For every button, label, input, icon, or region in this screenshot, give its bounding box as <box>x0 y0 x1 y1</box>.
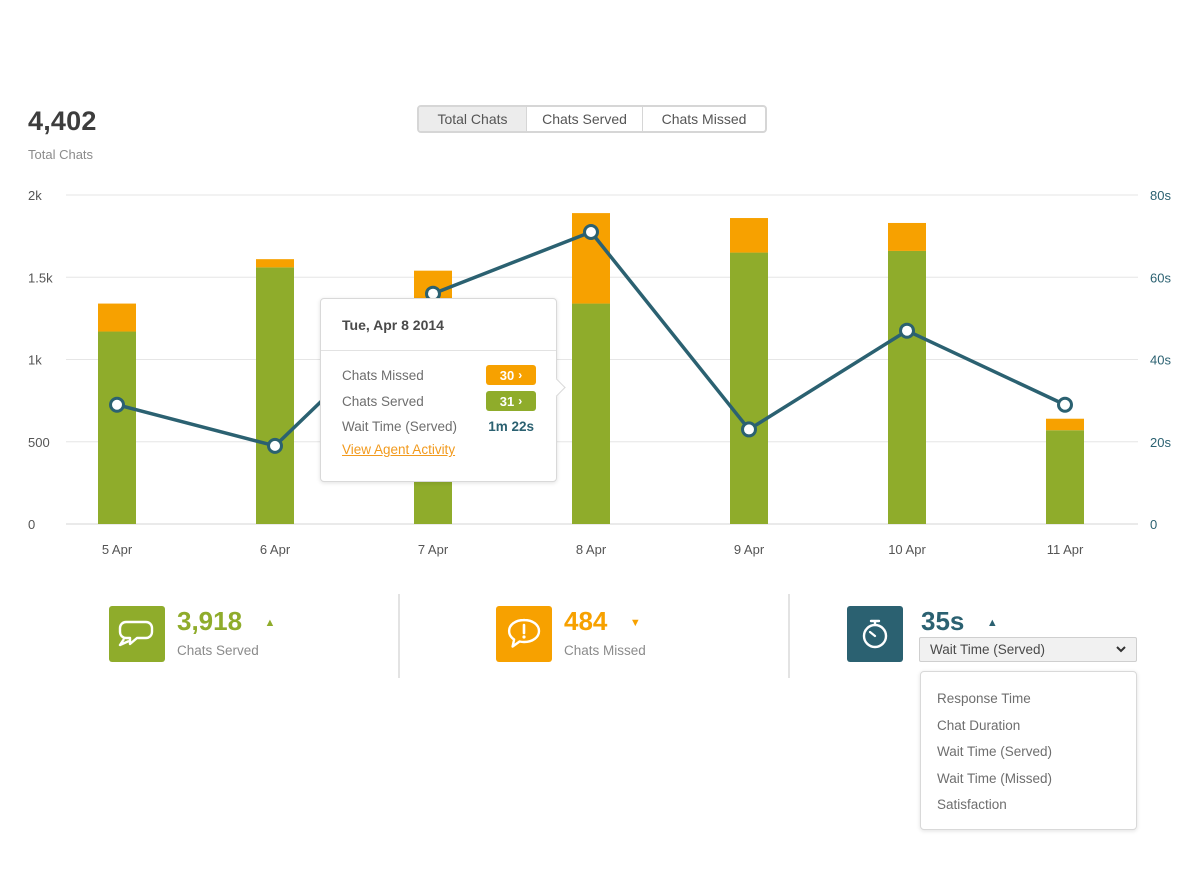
y-left-tick-label: 1.5k <box>28 270 53 285</box>
tooltip-row-wait: Wait Time (Served) 1m 22s <box>342 416 536 436</box>
chats-missed-value: 484 <box>564 606 608 636</box>
tooltip-served-pill[interactable]: 31 › <box>486 391 536 411</box>
x-tick-label: 9 Apr <box>734 542 765 557</box>
metric-select[interactable]: Wait Time (Served) <box>919 637 1137 662</box>
metric-dropdown-menu: Response Time Chat Duration Wait Time (S… <box>920 671 1137 830</box>
wait-time-point <box>267 437 283 454</box>
tooltip-missed-pill[interactable]: 30 › <box>486 365 536 385</box>
chevron-right-icon: › <box>518 368 523 382</box>
trend-down-icon: ▼ <box>629 617 641 629</box>
stat-chats-served: 3,918 ▲ Chats Served <box>109 606 275 662</box>
chat-alert-icon <box>496 606 552 662</box>
tooltip-wait-value: 1m 22s <box>488 418 534 434</box>
x-tick-label: 7 Apr <box>418 542 449 557</box>
menu-item-chat-duration[interactable]: Chat Duration <box>937 717 1021 733</box>
bar-chats-missed <box>256 259 294 268</box>
chats-missed-label: Chats Missed <box>564 643 646 658</box>
wait-time-point <box>741 421 757 438</box>
bar-chats-served <box>572 303 610 524</box>
y-left-tick-label: 2k <box>28 188 42 203</box>
chat-bubbles-icon <box>109 606 165 662</box>
y-right-tick-label: 60s <box>1150 270 1171 285</box>
bar-chats-missed <box>98 303 136 332</box>
chevron-right-icon: › <box>518 394 523 408</box>
y-left-tick-label: 1k <box>28 353 42 368</box>
bar-chats-served <box>1046 430 1084 524</box>
menu-item-response-time[interactable]: Response Time <box>937 691 1031 706</box>
tab-chats-missed[interactable]: Chats Missed <box>661 111 747 127</box>
chart-tooltip: Tue, Apr 8 2014 Chats Missed 30 › Chats … <box>320 298 557 482</box>
x-tick-label: 6 Apr <box>260 542 291 557</box>
total-chats-summary: 4,402 Total Chats <box>28 106 97 162</box>
wait-time-point <box>899 322 915 339</box>
wait-time-value: 35s <box>921 606 965 636</box>
metric-select-value: Wait Time (Served) <box>930 642 1046 657</box>
stats-divider <box>398 594 400 678</box>
tooltip-date: Tue, Apr 8 2014 <box>321 299 556 351</box>
tab-total-chats[interactable]: Total Chats <box>419 107 527 131</box>
bar-chats-served <box>730 252 768 524</box>
wait-time-point <box>109 396 125 413</box>
stopwatch-icon <box>847 606 903 662</box>
chart-view-tabs: Total Chats Chats Served Chats Missed <box>417 105 767 133</box>
tooltip-wait-label: Wait Time (Served) <box>342 418 458 434</box>
y-right-tick-label: 80s <box>1150 188 1171 203</box>
tooltip-missed-value: 30 <box>499 367 515 383</box>
bar-chats-served <box>256 267 294 524</box>
tooltip-row-served: Chats Served 31 › <box>342 391 536 411</box>
tooltip-served-label: Chats Served <box>342 393 424 409</box>
wait-time-point <box>583 224 599 241</box>
x-tick-label: 10 Apr <box>888 542 926 557</box>
trend-up-icon: ▲ <box>986 617 998 629</box>
wait-time-point <box>1057 396 1073 413</box>
bar-chats-missed <box>888 222 926 251</box>
x-tick-label: 5 Apr <box>102 542 133 557</box>
stats-divider <box>788 594 790 678</box>
x-tick-label: 11 Apr <box>1047 542 1084 557</box>
total-chats-value: 4,402 <box>28 106 97 136</box>
bar-chats-served <box>98 331 136 524</box>
total-chats-label: Total Chats <box>28 147 94 162</box>
stat-wait-time: 35s ▲ <box>847 606 998 662</box>
x-tick-label: 8 Apr <box>576 542 607 557</box>
tooltip-served-value: 31 <box>499 393 515 409</box>
menu-item-satisfaction[interactable]: Satisfaction <box>937 797 1007 813</box>
chats-chart: 0 500 1k 1.5k 2k 0 20s 40s 60s 80s 5 Apr 6 Apr 7 Apr… <box>28 188 1171 557</box>
view-agent-activity-link[interactable]: View Agent Activity <box>342 442 456 457</box>
tab-chats-served[interactable]: Chats Served <box>527 107 643 131</box>
chevron-down-icon <box>1116 646 1126 653</box>
trend-up-icon: ▲ <box>264 617 276 629</box>
y-left-tick-label: 0 <box>28 517 35 532</box>
menu-item-wait-time-served[interactable]: Wait Time (Served) <box>937 744 1053 760</box>
chats-served-value: 3,918 <box>177 606 243 636</box>
y-left-tick-label: 500 <box>28 435 50 450</box>
chats-served-label: Chats Served <box>177 643 259 658</box>
bar-chats-served <box>888 250 926 524</box>
bar-chats-missed <box>730 218 768 253</box>
tooltip-missed-label: Chats Missed <box>342 367 424 383</box>
menu-item-wait-time-missed[interactable]: Wait Time (Missed) <box>937 770 1053 786</box>
y-right-tick-label: 0 <box>1150 517 1157 532</box>
stat-chats-missed: 484 ▼ Chats Missed <box>496 606 646 662</box>
tooltip-row-missed: Chats Missed 30 › <box>342 365 536 385</box>
y-right-tick-label: 20s <box>1150 435 1171 450</box>
bar-chats-missed <box>1046 418 1084 431</box>
y-right-tick-label: 40s <box>1150 353 1171 368</box>
